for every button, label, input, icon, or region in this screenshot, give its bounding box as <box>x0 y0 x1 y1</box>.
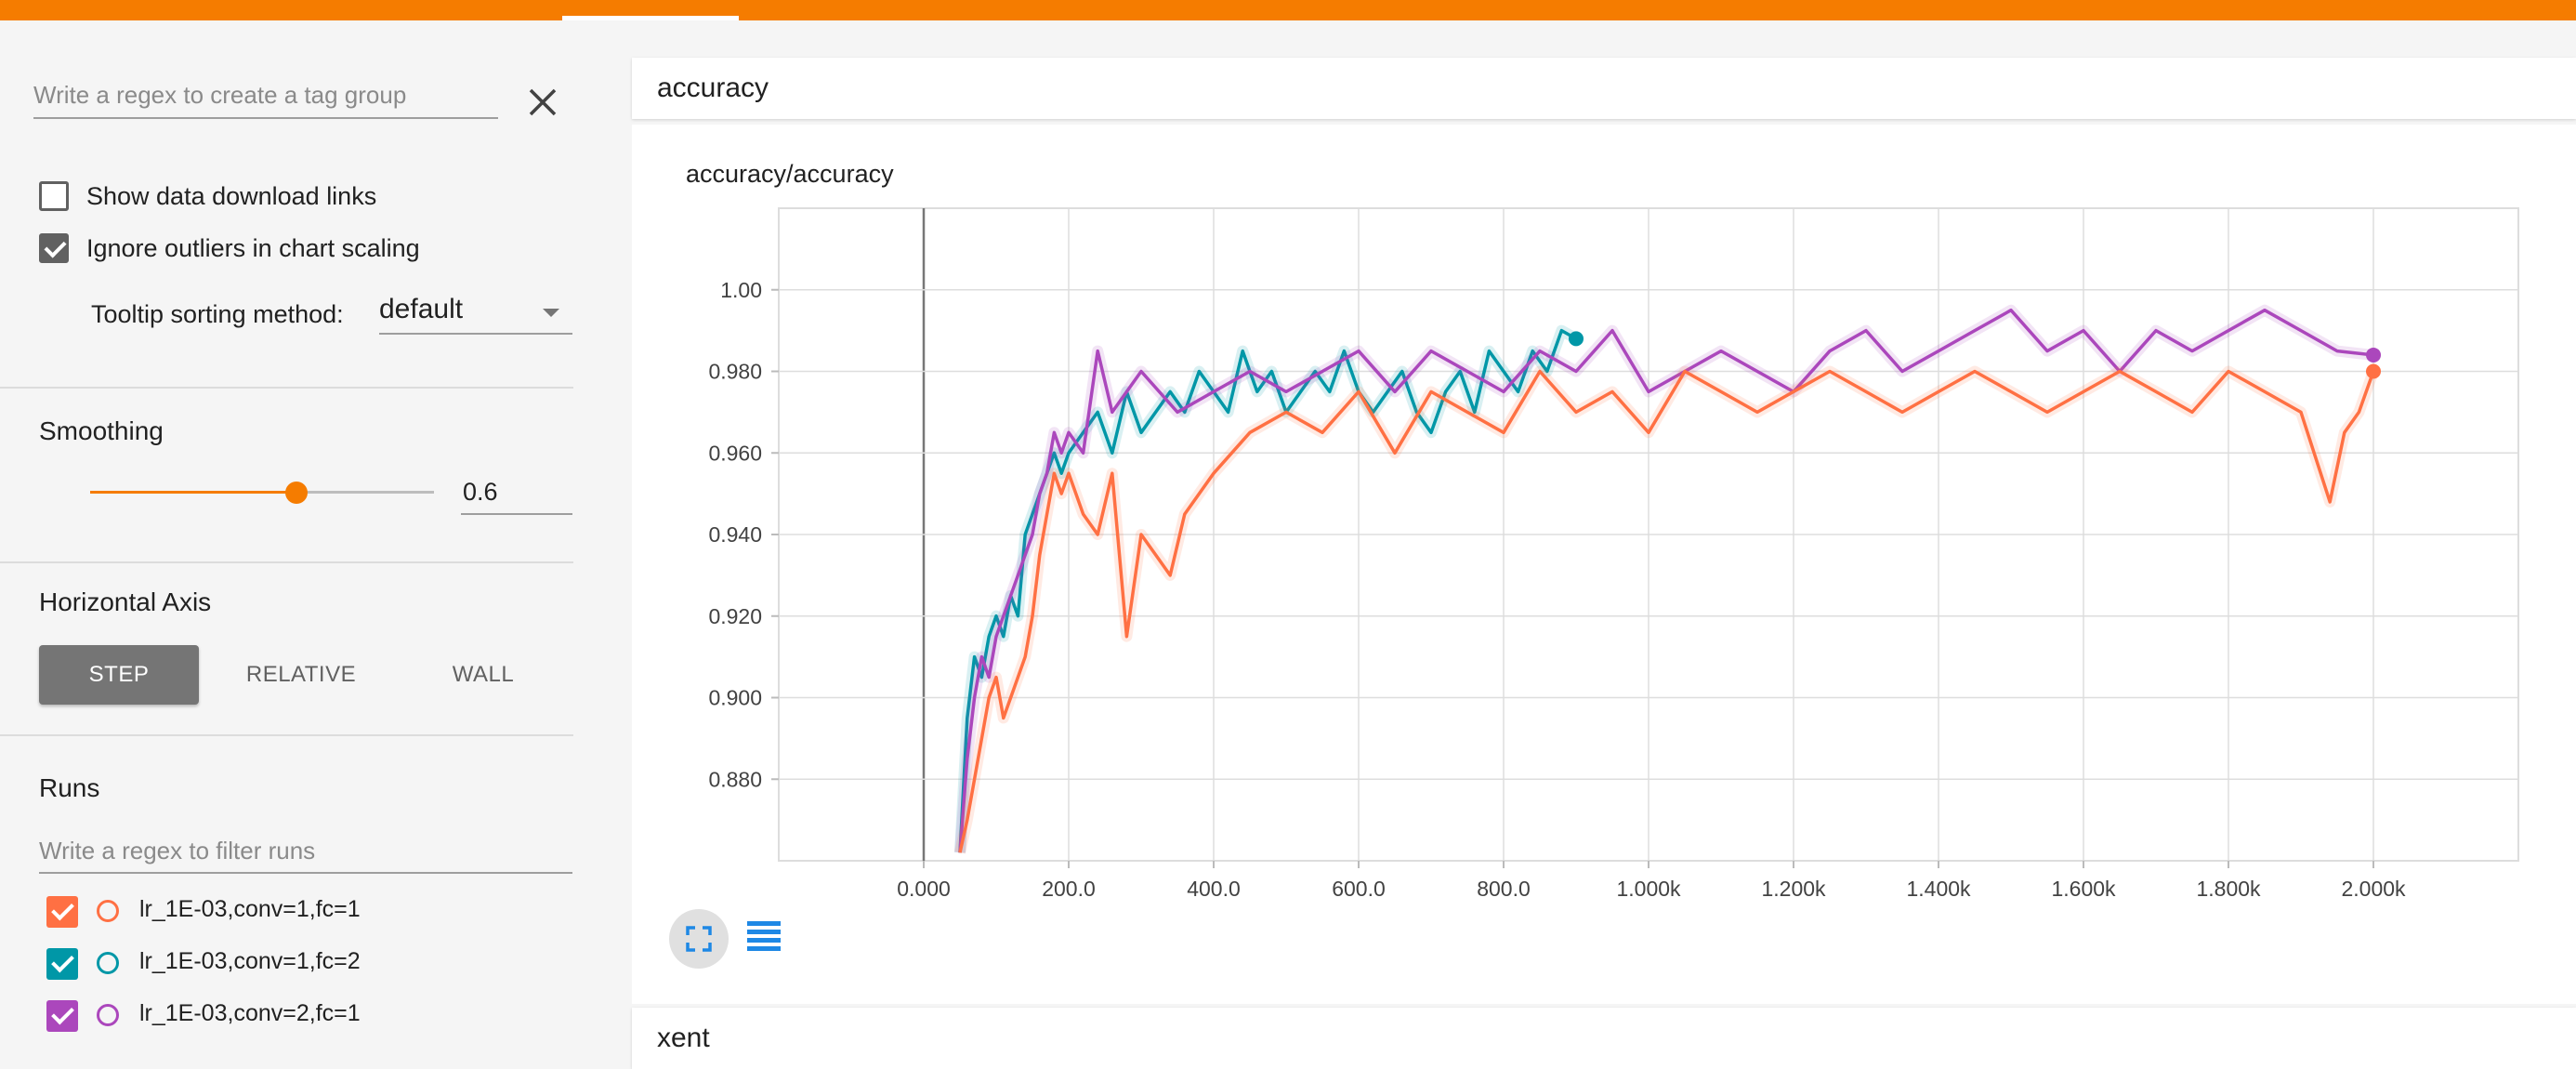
series-end-point-1 <box>1569 331 1584 347</box>
x-tick-label: 1.000k <box>1616 877 1681 901</box>
active-tab-indicator[interactable] <box>562 16 739 20</box>
y-tick-label: 0.920 <box>708 604 762 628</box>
series-raw-line-3 <box>954 365 2379 854</box>
x-tick-label: 800.0 <box>1477 877 1531 901</box>
runs-title: Runs <box>39 773 100 802</box>
x-tick-label: 600.0 <box>1332 877 1386 901</box>
series-raw-line-1 <box>954 324 1579 853</box>
run-checkbox-2[interactable] <box>46 948 78 980</box>
smoothing-value-input[interactable]: 0.6 <box>461 472 572 515</box>
chart-grid <box>778 207 2519 862</box>
smoothing-slider[interactable] <box>90 476 434 509</box>
tag-group-regex-input[interactable] <box>33 78 498 119</box>
list-icon[interactable] <box>743 916 784 957</box>
close-icon[interactable] <box>522 82 563 123</box>
sidebar <box>0 20 627 1063</box>
x-tick-label: 1.400k <box>1906 877 1971 901</box>
series-line-2 <box>958 308 2374 853</box>
axis-step-button[interactable]: STEP <box>39 645 199 705</box>
chart-title: accuracy/accuracy <box>686 160 894 188</box>
show-download-links-checkbox[interactable] <box>39 181 69 211</box>
accuracy-chart[interactable]: accuracy/accuracy 0.000 200.0 400.0 600.0 80… <box>632 130 2576 1004</box>
axis-wall-button[interactable]: WALL <box>452 662 515 687</box>
run-color-circle-2[interactable] <box>97 952 119 974</box>
smoothing-slider-knob[interactable] <box>285 482 308 504</box>
x-tick-label: 1.600k <box>2051 877 2116 901</box>
series-end-point-3 <box>2366 363 2381 379</box>
smoothing-title: Smoothing <box>39 416 164 445</box>
y-tick-label: 0.940 <box>708 522 762 547</box>
run-checkbox-1[interactable] <box>46 896 78 928</box>
x-tick-label: 400.0 <box>1187 877 1241 901</box>
axis-relative-button[interactable]: RELATIVE <box>245 662 357 687</box>
accuracy-card-header[interactable]: accuracy <box>632 58 2576 119</box>
run-color-circle-3[interactable] <box>97 1004 119 1026</box>
xent-card-header[interactable]: xent <box>632 1008 2576 1069</box>
tooltip-sorting-value: default <box>379 294 464 324</box>
x-tick-label: 200.0 <box>1042 877 1096 901</box>
runs-filter-input[interactable] <box>39 835 572 874</box>
run-label-3: lr_1E-03,conv=2,fc=1 <box>139 1000 361 1026</box>
chart-series <box>954 304 2381 854</box>
y-tick-label: 1.00 <box>720 278 762 302</box>
xent-card-title: xent <box>657 1023 710 1053</box>
run-color-circle-1[interactable] <box>97 900 119 922</box>
run-label-2: lr_1E-03,conv=1,fc=2 <box>139 948 361 974</box>
tooltip-sorting-select[interactable]: default <box>379 290 572 335</box>
y-tick-label: 0.980 <box>708 360 762 384</box>
series-line-3 <box>958 369 2375 853</box>
chevron-down-icon <box>543 309 559 317</box>
show-download-links-label: Show data download links <box>86 182 377 210</box>
top-bar <box>0 0 2576 20</box>
run-label-1: lr_1E-03,conv=1,fc=1 <box>139 896 361 922</box>
y-tick-label: 0.900 <box>708 686 762 710</box>
divider <box>0 734 573 736</box>
ignore-outliers-checkbox[interactable] <box>39 233 69 263</box>
divider <box>0 561 573 563</box>
x-tick-label: 1.800k <box>2196 877 2261 901</box>
series-line-1 <box>958 328 1577 853</box>
y-tick-label: 0.880 <box>708 767 762 791</box>
chart-axes: 0.000 200.0 400.0 600.0 800.0 1.000k 1.200k 1.4… <box>708 278 2406 901</box>
tooltip-sorting-label: Tooltip sorting method: <box>91 300 344 328</box>
fit-to-domain-icon[interactable] <box>669 909 729 969</box>
accuracy-card-title: accuracy <box>657 73 769 103</box>
accuracy-card-body <box>632 125 2576 1004</box>
y-tick-label: 0.960 <box>708 441 762 465</box>
ignore-outliers-label: Ignore outliers in chart scaling <box>86 234 420 262</box>
smoothing-value: 0.6 <box>463 478 498 506</box>
run-checkbox-3[interactable] <box>46 1000 78 1032</box>
x-tick-label: 0.000 <box>897 877 951 901</box>
x-tick-label: 2.000k <box>2341 877 2406 901</box>
divider <box>0 387 573 389</box>
horizontal-axis-title: Horizontal Axis <box>39 587 212 616</box>
x-tick-label: 1.200k <box>1761 877 1826 901</box>
series-end-point-2 <box>2366 347 2381 363</box>
smoothing-slider-fill <box>90 491 296 494</box>
